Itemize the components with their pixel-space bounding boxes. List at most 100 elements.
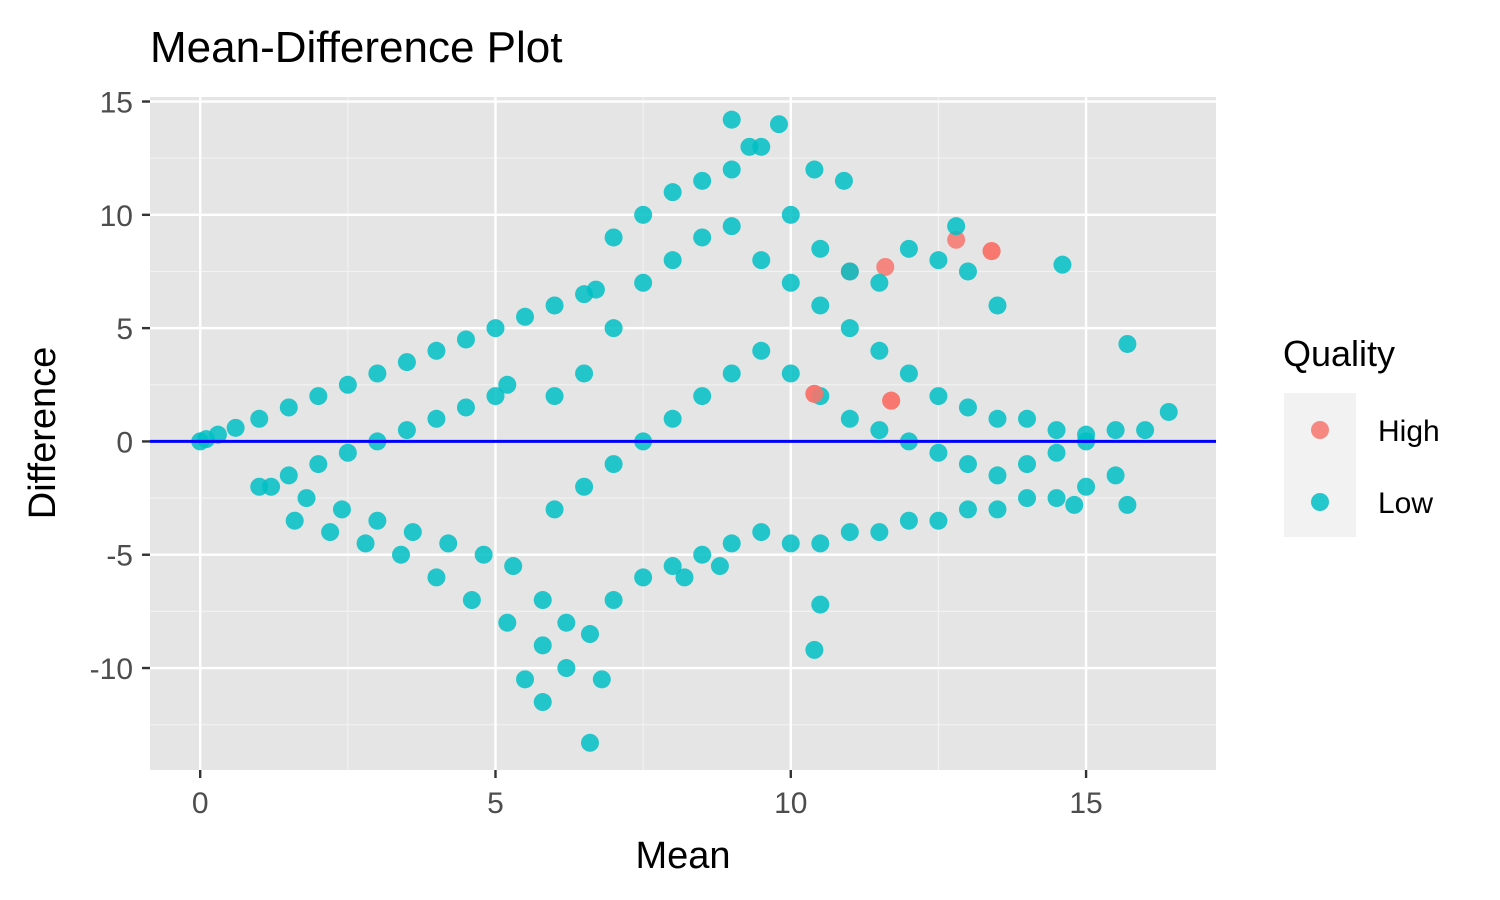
x-tick-label: 0: [192, 787, 209, 820]
data-point-low: [1077, 477, 1096, 496]
data-point-low: [545, 387, 564, 406]
data-point-low: [397, 421, 416, 440]
data-point-low: [604, 319, 623, 338]
y-axis: -10 -5 0 5 10 15: [90, 87, 150, 686]
data-point-low: [498, 613, 517, 632]
data-point-low: [899, 511, 918, 530]
data-point-low: [1106, 421, 1125, 440]
data-point-low: [722, 217, 741, 236]
data-point-low: [332, 500, 351, 519]
data-point-low: [958, 500, 977, 519]
data-point-low: [1077, 425, 1096, 444]
data-point-low: [634, 568, 653, 587]
x-axis: 0 5 10 15: [192, 770, 1103, 820]
data-point-low: [297, 489, 316, 508]
data-point-low: [1053, 255, 1072, 274]
plot-panel: [150, 97, 1216, 770]
data-point-high: [982, 242, 1001, 261]
data-point-low: [811, 296, 830, 315]
data-point-low: [740, 137, 759, 156]
data-point-low: [279, 398, 298, 417]
x-tick-label: 5: [487, 787, 504, 820]
data-point-low: [427, 568, 446, 587]
data-point-low: [929, 443, 948, 462]
data-points: [191, 110, 1178, 752]
y-tick-label: 10: [100, 200, 133, 233]
y-tick-label: 0: [116, 426, 133, 459]
data-point-low: [279, 466, 298, 485]
data-point-low: [1065, 495, 1084, 514]
x-axis-title: Mean: [635, 835, 730, 877]
data-point-low: [834, 171, 853, 190]
legend-key-high: [1311, 421, 1329, 439]
data-point-low: [988, 466, 1007, 485]
data-point-low: [504, 557, 523, 576]
data-point-low: [516, 307, 535, 326]
data-point-low: [929, 511, 948, 530]
data-point-low: [988, 296, 1007, 315]
y-tick-label: -10: [90, 653, 133, 686]
data-point-low: [988, 500, 1007, 519]
data-point-low: [693, 387, 712, 406]
data-point-low: [1018, 489, 1037, 508]
data-point-low: [634, 273, 653, 292]
data-point-low: [870, 341, 889, 360]
data-point-high: [947, 230, 966, 249]
data-point-low: [722, 160, 741, 179]
data-point-low: [474, 545, 493, 564]
data-point-low: [811, 595, 830, 614]
data-point-low: [1018, 455, 1037, 474]
data-point-low: [870, 421, 889, 440]
legend-key-background: [1284, 393, 1356, 537]
data-point-low: [929, 251, 948, 270]
data-point-low: [356, 534, 375, 553]
data-point-low: [580, 625, 599, 644]
data-point-low: [722, 364, 741, 383]
data-point-low: [1118, 334, 1137, 353]
x-tick-label: 15: [1069, 787, 1102, 820]
data-point-low: [604, 455, 623, 474]
data-point-low: [722, 110, 741, 129]
data-point-low: [250, 409, 269, 428]
data-point-low: [533, 693, 552, 712]
data-point-low: [988, 409, 1007, 428]
data-point-low: [1136, 421, 1155, 440]
data-point-low: [586, 280, 605, 299]
data-point-low: [391, 545, 410, 564]
data-point-low: [580, 733, 599, 752]
data-point-low: [958, 455, 977, 474]
data-point-high: [882, 391, 901, 410]
data-point-low: [462, 591, 481, 610]
data-point-low: [368, 511, 387, 530]
data-point-low: [545, 500, 564, 519]
legend-key-low: [1311, 493, 1329, 511]
data-point-low: [693, 545, 712, 564]
data-point-low: [533, 636, 552, 655]
data-point-low: [1118, 495, 1137, 514]
data-point-low: [929, 387, 948, 406]
y-tick-label: 15: [100, 87, 133, 120]
data-point-low: [1159, 402, 1178, 421]
data-point-low: [663, 183, 682, 202]
data-point-low: [840, 409, 859, 428]
data-point-low: [752, 251, 771, 270]
legend-title: Quality: [1283, 333, 1395, 374]
data-point-low: [722, 534, 741, 553]
data-point-low: [840, 262, 859, 281]
data-point-high: [876, 257, 895, 276]
data-point-low: [752, 341, 771, 360]
data-point-low: [675, 568, 694, 587]
data-point-low: [1018, 409, 1037, 428]
data-point-low: [769, 115, 788, 134]
data-point-low: [575, 364, 594, 383]
x-tick-label: 10: [774, 787, 807, 820]
data-point-low: [899, 364, 918, 383]
data-point-low: [309, 387, 328, 406]
data-point-low: [456, 330, 475, 349]
legend-label-high: High: [1378, 415, 1440, 448]
data-point-low: [575, 477, 594, 496]
data-point-low: [663, 251, 682, 270]
data-point-low: [338, 443, 357, 462]
data-point-low: [486, 387, 505, 406]
